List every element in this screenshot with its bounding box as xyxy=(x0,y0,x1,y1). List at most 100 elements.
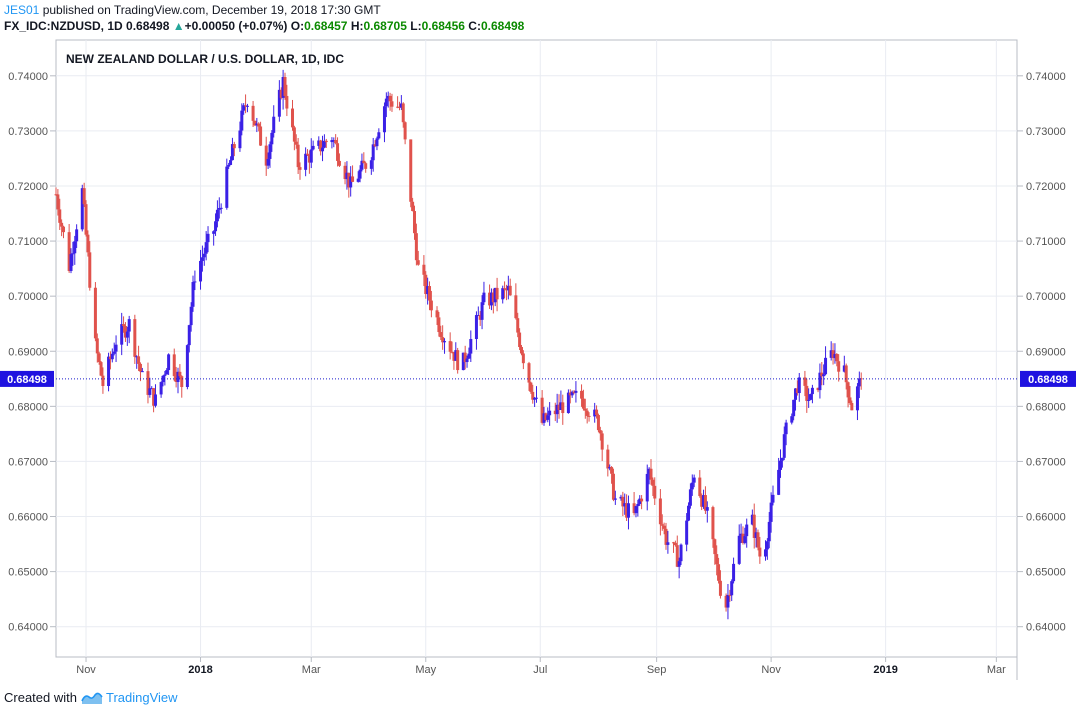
candle-body xyxy=(514,295,518,319)
candle-body xyxy=(373,144,377,147)
candle-body xyxy=(619,496,623,499)
candle-body xyxy=(732,563,736,582)
y-tick-label-left: 0.68000 xyxy=(8,401,48,413)
candle-body xyxy=(422,264,426,275)
candle-body xyxy=(685,520,689,545)
candle-body xyxy=(797,377,801,394)
publish-line: JES01 published on TradingView.com, Dece… xyxy=(4,2,524,18)
candle-body xyxy=(503,288,507,290)
candle-body xyxy=(752,514,756,538)
author-link[interactable]: JES01 xyxy=(4,3,40,17)
candle-body xyxy=(309,149,313,163)
candle-body xyxy=(518,332,522,348)
candle-body xyxy=(717,564,721,581)
candle-body xyxy=(294,141,298,145)
candle-body xyxy=(259,126,263,146)
candle-body xyxy=(386,95,390,99)
candle-body xyxy=(215,209,219,222)
candle-body xyxy=(281,76,285,98)
x-tick-label: Sep xyxy=(647,664,667,676)
candle-body xyxy=(319,140,323,152)
y-tick-label-left: 0.70000 xyxy=(8,291,48,303)
candle-body xyxy=(439,332,443,338)
low-value: 0.68456 xyxy=(421,19,465,33)
candle-body xyxy=(187,325,191,346)
candle-body xyxy=(452,352,456,361)
candle-body xyxy=(167,354,171,371)
candle-body xyxy=(414,233,418,261)
open-label: O: xyxy=(290,19,305,33)
price-chart[interactable]: 0.74000 0.74000 0.73000 0.73000 0.72000 0.720… xyxy=(0,0,1076,690)
y-tick-label-right: 0.66000 xyxy=(1026,512,1066,524)
candle-body xyxy=(790,416,794,423)
candle-body xyxy=(531,391,535,400)
candle-body xyxy=(204,242,208,254)
candle-body xyxy=(570,391,574,396)
candle-body xyxy=(527,363,531,383)
candle-body xyxy=(829,350,833,358)
candle-body xyxy=(277,89,281,117)
open-value: 0.68457 xyxy=(304,19,348,33)
candle-body xyxy=(107,356,111,386)
price-axis[interactable]: 0.74000 0.74000 0.73000 0.73000 0.72000 0.720… xyxy=(8,71,1066,634)
candle-body xyxy=(794,388,798,400)
time-axis[interactable]: Nov 2018 Mar May Jul Sep Nov 2019 Mar xyxy=(76,657,1006,676)
candle-body xyxy=(653,485,657,499)
candle-body xyxy=(568,392,572,396)
candle-body xyxy=(122,324,126,327)
x-tick-label: Nov xyxy=(76,664,96,676)
candle-body xyxy=(482,292,486,303)
candle-body xyxy=(546,415,550,420)
candle-body xyxy=(93,287,97,339)
candle-body xyxy=(626,503,630,518)
x-tick-label: May xyxy=(415,664,436,676)
candle-body xyxy=(356,178,360,182)
candle-body xyxy=(702,495,706,507)
candle-body xyxy=(476,315,480,317)
candle-body xyxy=(62,226,66,233)
candle-body xyxy=(110,353,114,360)
candle-body xyxy=(516,318,520,333)
candle-body xyxy=(97,353,101,363)
candle-body xyxy=(672,542,676,544)
high-label: H: xyxy=(350,19,364,33)
candle-body xyxy=(176,371,180,382)
candle-body xyxy=(371,144,375,161)
candle-body xyxy=(756,532,760,548)
candle-body xyxy=(784,422,788,435)
candle-body xyxy=(161,375,165,383)
candle-body xyxy=(388,95,392,102)
tradingview-brand[interactable]: TradingView xyxy=(81,690,178,705)
candle-body xyxy=(754,532,758,538)
close-value: 0.68498 xyxy=(480,19,525,33)
candle-body xyxy=(529,382,533,392)
candle-body xyxy=(334,140,338,144)
y-tick-label-left: 0.66000 xyxy=(8,512,48,524)
candle-body xyxy=(437,317,441,333)
candle-body xyxy=(662,525,666,529)
last-price-badge-right xyxy=(1020,370,1076,387)
candle-body xyxy=(382,106,386,133)
candle-body xyxy=(777,469,781,495)
candle-body xyxy=(225,166,229,208)
last-price-badge-left xyxy=(0,370,54,387)
x-tick-label: Mar xyxy=(302,664,321,676)
candle-body xyxy=(82,188,86,205)
candle-body xyxy=(658,498,662,525)
candle-body xyxy=(426,286,430,295)
candle-body xyxy=(780,457,784,461)
candle-body xyxy=(763,549,767,557)
candle-body xyxy=(456,350,460,371)
candle-body xyxy=(311,145,315,150)
candle-body xyxy=(369,160,373,169)
candle-body xyxy=(214,221,218,232)
candle-body xyxy=(191,282,195,307)
candle-body xyxy=(625,503,629,518)
candle-body xyxy=(491,292,495,303)
chart-title: NEW ZEALAND DOLLAR / U.S. DOLLAR, 1D, ID… xyxy=(66,52,344,66)
candle-body xyxy=(390,101,394,107)
candle-body xyxy=(688,489,692,506)
up-arrow-icon: ▲ xyxy=(172,19,185,33)
candle-body xyxy=(321,147,325,152)
candle-body xyxy=(58,209,62,223)
